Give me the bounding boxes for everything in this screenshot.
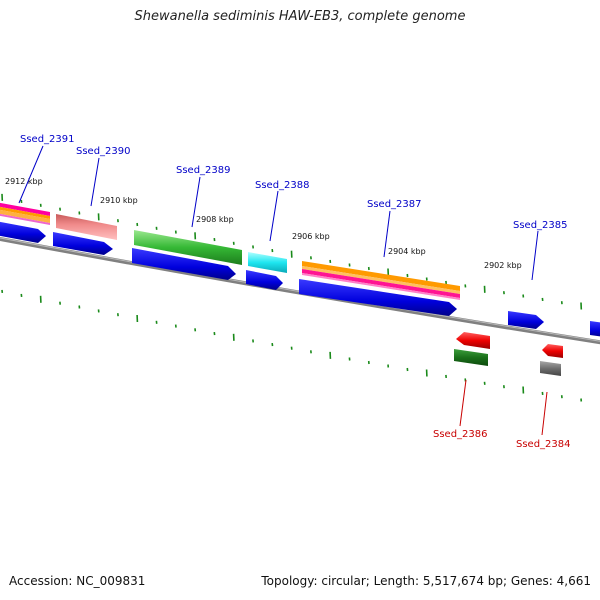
gene-feature-gray[interactable] (540, 361, 561, 376)
gene-label[interactable]: Ssed_2387 (367, 199, 422, 210)
feature-stack-left[interactable] (0, 202, 50, 225)
cds-arrow-reverse[interactable] (542, 344, 563, 358)
gene-label[interactable]: Ssed_2384 (516, 439, 571, 450)
scale-label: 2904 kbp (388, 247, 426, 256)
feature-stack-2387[interactable] (302, 261, 460, 300)
cds-arrow[interactable] (246, 270, 283, 290)
cds-arrow[interactable] (299, 279, 457, 316)
gene-feature-salmon[interactable] (56, 214, 117, 240)
cds-arrow[interactable] (0, 221, 46, 243)
cds-arrow[interactable] (590, 321, 600, 337)
scale-ticks-outer (1, 193, 583, 310)
scale-label: 2906 kbp (292, 232, 330, 241)
cds-arrow[interactable] (132, 248, 236, 280)
accession-text: Accession: NC_009831 (9, 574, 146, 588)
map-title: Shewanella sediminis HAW-EB3, complete g… (134, 9, 466, 24)
scale-label: 2908 kbp (196, 215, 234, 224)
label-leaders (18, 145, 548, 436)
gene-feature-cyan[interactable] (248, 252, 287, 273)
cds-forward-track (0, 221, 600, 337)
gene-label[interactable]: Ssed_2385 (513, 220, 568, 231)
gene-label[interactable]: Ssed_2389 (176, 165, 231, 176)
cds-reverse-track (454, 332, 563, 376)
scale-label: 2902 kbp (484, 261, 522, 270)
scale-label: 2912 kbp (5, 177, 43, 186)
gene-label[interactable]: Ssed_2390 (76, 146, 131, 157)
cds-arrow[interactable] (53, 232, 113, 255)
gene-label[interactable]: Ssed_2386 (433, 429, 488, 440)
scale-label: 2910 kbp (100, 196, 138, 205)
gene-feature-darkgreen[interactable] (454, 349, 488, 366)
cds-arrow-reverse[interactable] (456, 332, 490, 349)
scale-ticks-inner (1, 289, 583, 402)
cds-arrow[interactable] (508, 311, 544, 329)
genome-summary-text: Topology: circular; Length: 5,517,674 bp… (261, 574, 591, 588)
gene-label[interactable]: Ssed_2388 (255, 180, 310, 191)
gene-label[interactable]: Ssed_2391 (20, 134, 75, 145)
gene-feature-green[interactable] (134, 230, 242, 265)
